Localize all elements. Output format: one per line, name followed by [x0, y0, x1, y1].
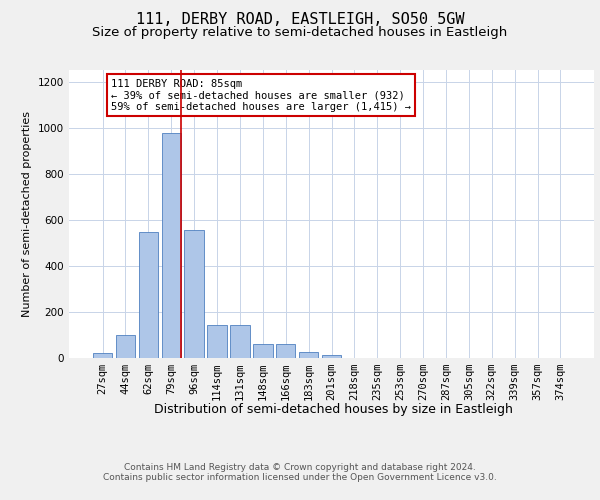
Bar [230, 326, 250, 358]
Bar [299, 352, 319, 358]
Text: Distribution of semi-detached houses by size in Eastleigh: Distribution of semi-detached houses by … [154, 402, 512, 415]
Bar [253, 344, 272, 357]
Y-axis label: Number of semi-detached properties: Number of semi-detached properties [22, 111, 32, 317]
Bar [116, 334, 135, 357]
Bar [139, 232, 158, 358]
Text: 111, DERBY ROAD, EASTLEIGH, SO50 5GW: 111, DERBY ROAD, EASTLEIGH, SO50 5GW [136, 12, 464, 28]
Bar [208, 326, 227, 358]
Bar [161, 134, 181, 358]
Bar [322, 355, 341, 358]
Text: 111 DERBY ROAD: 85sqm
← 39% of semi-detached houses are smaller (932)
59% of sem: 111 DERBY ROAD: 85sqm ← 39% of semi-deta… [111, 78, 411, 112]
Text: Contains public sector information licensed under the Open Government Licence v3: Contains public sector information licen… [103, 472, 497, 482]
Text: Size of property relative to semi-detached houses in Eastleigh: Size of property relative to semi-detach… [92, 26, 508, 39]
Bar [93, 353, 112, 358]
Bar [184, 230, 204, 358]
Bar [276, 344, 295, 357]
Text: Contains HM Land Registry data © Crown copyright and database right 2024.: Contains HM Land Registry data © Crown c… [124, 462, 476, 471]
